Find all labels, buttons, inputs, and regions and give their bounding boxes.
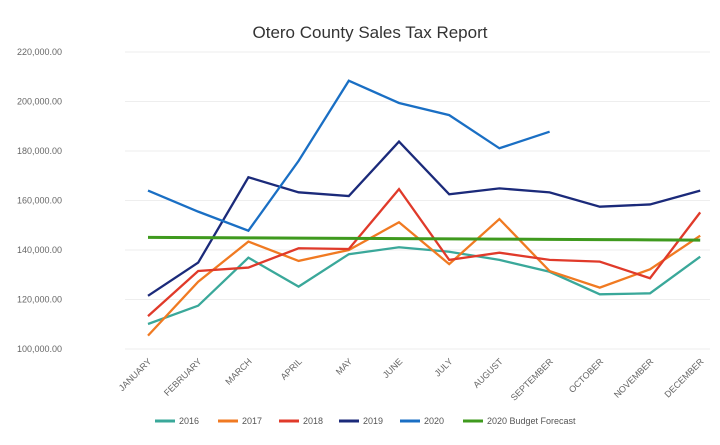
x-tick-label: DECEMBER bbox=[662, 356, 705, 399]
series-line-2020-budget-forecast bbox=[147, 235, 701, 242]
series-line-2018 bbox=[147, 187, 702, 317]
legend-label: 2018 bbox=[303, 416, 323, 426]
y-tick-label: 100,000.00 bbox=[17, 344, 62, 354]
x-tick-label: FEBRUARY bbox=[162, 356, 204, 398]
x-tick-label: MARCH bbox=[223, 356, 253, 386]
x-tick-label: MAY bbox=[334, 356, 354, 376]
y-tick-label: 180,000.00 bbox=[17, 146, 62, 156]
x-tick-label: OCTOBER bbox=[567, 356, 606, 395]
x-tick-label: JUNE bbox=[381, 356, 405, 380]
y-tick-label: 200,000.00 bbox=[17, 97, 62, 107]
gridlines bbox=[125, 51, 710, 350]
y-tick-label: 120,000.00 bbox=[17, 295, 62, 305]
legend-label: 2017 bbox=[242, 416, 262, 426]
x-tick-label: NOVEMBER bbox=[612, 356, 656, 400]
x-tick-label: SEPTEMBER bbox=[509, 356, 556, 403]
x-tick-label: JULY bbox=[432, 356, 454, 378]
y-axis: 100,000.00 120,000.00 140,000.00 160,000.00… bbox=[17, 47, 62, 354]
y-tick-label: 140,000.00 bbox=[17, 245, 62, 255]
legend-label: 2016 bbox=[179, 416, 199, 426]
x-tick-label: APRIL bbox=[279, 356, 304, 381]
legend: 2016 2017 2018 2019 2020 2020 Budget Forecast bbox=[155, 416, 576, 426]
legend-label: 2020 Budget Forecast bbox=[487, 416, 576, 426]
legend-label: 2020 bbox=[424, 416, 444, 426]
legend-label: 2019 bbox=[363, 416, 383, 426]
chart-title: Otero County Sales Tax Report bbox=[253, 23, 488, 42]
x-tick-label: AUGUST bbox=[471, 356, 505, 390]
series-line-2017 bbox=[147, 217, 701, 337]
series-line-2016 bbox=[147, 246, 701, 326]
y-tick-label: 160,000.00 bbox=[17, 196, 62, 206]
x-axis: JANUARY FEBRUARY MARCH APRIL MAY JUNE JULY AUGU… bbox=[117, 356, 706, 403]
series-line-2019 bbox=[147, 139, 701, 297]
series-lines bbox=[147, 79, 702, 337]
y-tick-label: 220,000.00 bbox=[17, 47, 62, 57]
x-tick-label: JANUARY bbox=[117, 356, 154, 393]
series-line-2020 bbox=[147, 79, 550, 233]
